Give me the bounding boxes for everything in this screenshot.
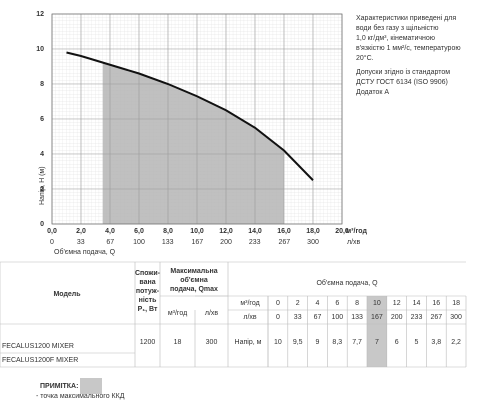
- x2-tick-label: 100: [133, 239, 145, 246]
- td: 6: [395, 339, 399, 346]
- td: 33: [294, 314, 302, 321]
- x-tick-label: 2,0: [76, 228, 86, 235]
- x-tick-label: 20,0: [335, 228, 349, 235]
- td: 133: [351, 314, 363, 321]
- td: 2: [296, 300, 300, 307]
- x-tick-label: 10,0: [190, 228, 204, 235]
- td: 0: [276, 300, 280, 307]
- x2-tick-label: 233: [249, 239, 261, 246]
- th: P₁, Вт: [138, 306, 158, 313]
- td: 167: [371, 314, 383, 321]
- td: 233: [411, 314, 423, 321]
- x2-tick-label: 67: [106, 239, 114, 246]
- shaded-range: [102, 62, 284, 224]
- curve: [66, 51, 314, 181]
- td: 100: [331, 314, 343, 321]
- note-line: ДСТУ ГОСТ 6134 (ISO 9906): [356, 79, 448, 86]
- x2-tick-label: 200: [220, 239, 232, 246]
- highlight-cell: [367, 296, 387, 367]
- td: 8: [355, 300, 359, 307]
- th: м³/год: [240, 300, 259, 307]
- th: л/хв: [205, 310, 219, 317]
- td: 1200: [140, 339, 156, 346]
- x-tick-label: 12,0: [219, 228, 233, 235]
- th: Максимальна: [170, 268, 217, 275]
- td: 6: [335, 300, 339, 307]
- note-line: 20°С.: [356, 54, 374, 62]
- td: 10: [373, 300, 381, 307]
- td: 18: [174, 339, 182, 346]
- td: 0: [276, 314, 280, 321]
- legend-text: - точка максимального ККД: [36, 393, 125, 400]
- td: 67: [314, 314, 322, 321]
- x2-tick-label: 167: [191, 239, 203, 246]
- th: л/хв: [243, 314, 257, 321]
- x-tick-label: 0,0: [47, 228, 57, 235]
- note-line: в'язкістю 1 мм²/с, температурою: [356, 44, 461, 52]
- th: подача, Qmax: [170, 286, 218, 293]
- note-line: води без газу з щільністю: [356, 24, 439, 32]
- td: 7: [375, 339, 379, 346]
- td: 8,3: [332, 339, 342, 346]
- x-tick-label: 8,0: [163, 228, 173, 235]
- th: Модель: [53, 291, 81, 298]
- td: 10: [274, 339, 282, 346]
- td: 5: [415, 339, 419, 346]
- td: 18: [452, 300, 460, 307]
- x-tick-label: 6,0: [134, 228, 144, 235]
- plot-frame: [51, 13, 343, 225]
- x2-tick-label: 133: [162, 239, 174, 246]
- td: FECALUS1200 MIXER: [2, 343, 74, 350]
- th: ність: [139, 296, 157, 304]
- x2-tick-label: 0: [50, 239, 54, 246]
- th: Об'ємна подача, Q: [316, 279, 378, 287]
- th: вана: [139, 279, 155, 286]
- td: 16: [432, 300, 440, 307]
- y-tick-label: 12: [36, 11, 44, 18]
- x2-unit: л/хв: [347, 239, 361, 246]
- x-tick-label: 18,0: [306, 228, 320, 235]
- x2-tick-label: 267: [278, 239, 290, 246]
- y-tick-label: 10: [36, 46, 44, 53]
- td: 300: [206, 339, 218, 346]
- y-axis-title: Напір, Н (м): [38, 166, 46, 205]
- td: 200: [391, 314, 403, 321]
- td: 9,5: [293, 339, 303, 346]
- td: 14: [413, 300, 421, 307]
- x-unit: м³/год: [346, 228, 367, 235]
- note-line: Додаток А: [356, 89, 389, 96]
- legend-title: ПРИМІТКА:: [40, 383, 78, 390]
- x-tick-label: 16,0: [277, 228, 291, 235]
- y-tick-label: 2: [40, 186, 44, 193]
- x-tick-label: 4,0: [105, 228, 115, 235]
- th: потуж-: [136, 288, 160, 295]
- td: 7,7: [352, 339, 362, 346]
- th: Спожи-: [135, 270, 161, 277]
- y-tick-label: 6: [40, 116, 44, 123]
- th: об'ємна: [180, 276, 208, 284]
- td: 2,2: [451, 339, 461, 346]
- x2-tick-label: 300: [307, 239, 319, 246]
- td: 12: [393, 300, 401, 307]
- x-axis-title: Об'ємна подача, Q: [54, 248, 116, 256]
- td: 3,8: [431, 339, 441, 346]
- y-tick-label: 4: [40, 151, 44, 158]
- td: 4: [316, 300, 320, 307]
- td: Напір, м: [235, 338, 262, 346]
- td: 300: [450, 314, 462, 321]
- note-line: Допуски згідно із стандартом: [356, 68, 450, 76]
- note-line: 1,0 кг/дм³, кінематичною: [356, 34, 435, 42]
- td: FECALUS1200F MIXER: [2, 357, 78, 364]
- th: м³/год: [168, 310, 187, 317]
- y-tick-label: 8: [40, 81, 44, 88]
- note-line: Характеристики приведені для: [356, 14, 456, 22]
- x2-tick-label: 33: [77, 239, 85, 246]
- legend-swatch: [80, 378, 102, 394]
- y-tick-label: 0: [40, 221, 44, 228]
- td: 9: [316, 339, 320, 346]
- td: 267: [430, 314, 442, 321]
- x-tick-label: 14,0: [248, 228, 262, 235]
